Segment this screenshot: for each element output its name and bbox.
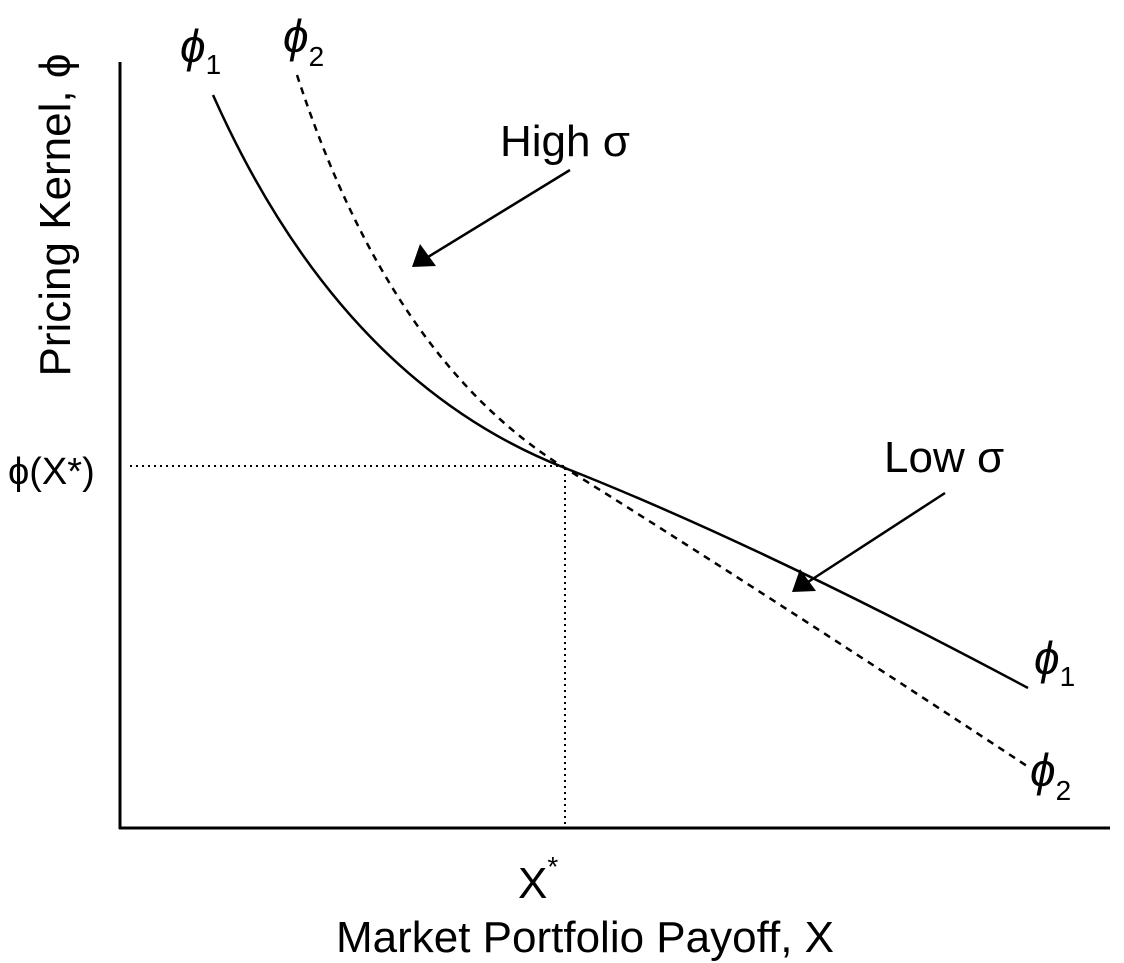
arrow-high — [427, 168, 571, 259]
curve-subscript: 2 — [309, 41, 325, 72]
curve-label: ϕ1 — [1034, 632, 1075, 692]
y-marker: ϕ(X*) — [8, 451, 95, 493]
annotation-low: Low σ — [884, 433, 1004, 482]
x-marker-sup: * — [547, 851, 558, 882]
arrow-low — [807, 491, 946, 584]
y-axis-label: Pricing Kernel, ϕ — [31, 54, 80, 377]
curve-symbol: ϕ — [1034, 632, 1060, 684]
curve-phi-2 — [295, 74, 1031, 770]
curve-symbol: ϕ — [283, 10, 309, 62]
x-marker: X* — [518, 851, 558, 908]
x-axis-label: Market Portfolio Payoff, X — [336, 913, 834, 962]
annotation-high: High σ — [500, 117, 630, 166]
curve-label: ϕ2 — [283, 10, 324, 72]
curve-label: ϕ2 — [1030, 744, 1071, 806]
arrow-head-high — [412, 244, 436, 267]
arrow-head-low — [792, 569, 816, 592]
curve-phi-1 — [211, 94, 1029, 690]
curve-symbol: ϕ — [180, 20, 206, 72]
x-marker-text: X — [518, 859, 547, 908]
curve-subscript: 1 — [206, 49, 222, 80]
curve-label: ϕ1 — [180, 20, 221, 80]
curve-symbol: ϕ — [1030, 744, 1056, 796]
curve-subscript: 2 — [1056, 775, 1072, 806]
curve-subscript: 1 — [1060, 661, 1076, 692]
